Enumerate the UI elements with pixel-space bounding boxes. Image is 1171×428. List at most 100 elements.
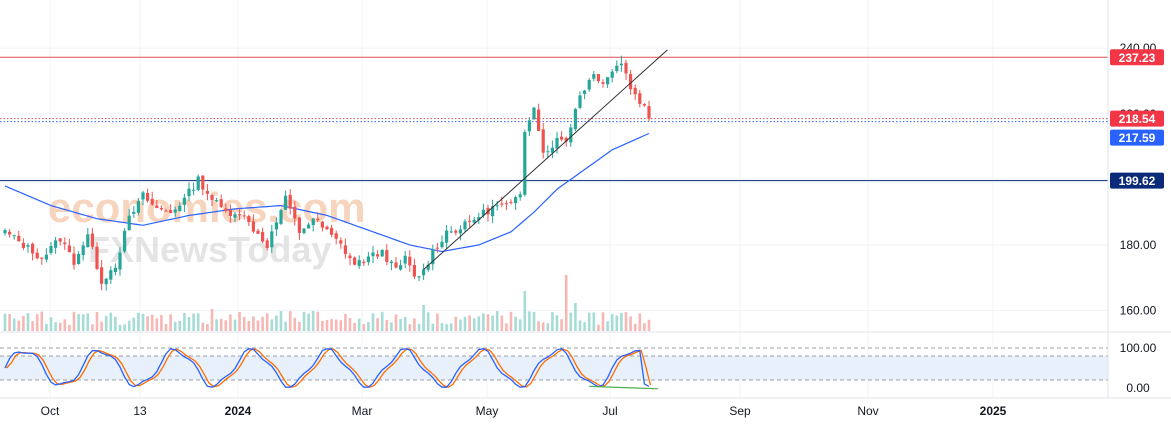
volume-bar xyxy=(436,313,439,331)
volume-bar xyxy=(606,321,609,331)
volume-bar xyxy=(31,321,34,331)
candle-body xyxy=(353,257,357,265)
candle xyxy=(233,211,237,223)
volume-bar xyxy=(196,313,200,331)
candle xyxy=(67,239,71,253)
candle xyxy=(633,84,637,100)
candle-body xyxy=(348,255,352,259)
candle-body xyxy=(408,256,412,266)
volume-bar xyxy=(169,314,172,331)
candle xyxy=(550,140,554,159)
volume-bar xyxy=(390,322,393,331)
candle-body xyxy=(514,197,518,204)
candle xyxy=(118,247,122,276)
volume-bar xyxy=(238,312,241,331)
candle-body xyxy=(113,267,117,273)
candle-body xyxy=(63,242,67,245)
candle xyxy=(178,202,182,212)
candle-body xyxy=(316,218,320,221)
time-tick-label: Mar xyxy=(352,404,373,418)
candle xyxy=(81,241,85,261)
candle xyxy=(274,217,278,236)
candle xyxy=(205,184,209,201)
price-label-box xyxy=(1110,49,1164,66)
candle xyxy=(72,246,76,270)
volume-bar xyxy=(541,322,545,331)
candle-body xyxy=(109,270,113,280)
candle xyxy=(238,208,242,221)
volume-bar xyxy=(578,320,582,331)
candle-body xyxy=(293,206,297,219)
stochastic-d-line xyxy=(6,348,652,388)
candle-body xyxy=(224,208,228,211)
candle xyxy=(353,256,357,266)
volume-bar xyxy=(376,318,379,331)
candle-body xyxy=(601,82,605,84)
volume-bar xyxy=(574,303,577,331)
candle-body xyxy=(49,245,53,253)
candle xyxy=(573,107,577,132)
volume-bar xyxy=(477,316,481,331)
candle-body xyxy=(104,278,108,285)
volume-bar xyxy=(293,317,297,331)
volume-bar xyxy=(528,311,531,331)
candle xyxy=(3,228,7,236)
candle xyxy=(58,237,62,246)
volume-bar xyxy=(518,319,522,331)
volume-bar xyxy=(160,314,163,331)
candle-body xyxy=(44,254,48,260)
volume-bar xyxy=(201,322,205,331)
volume-bar xyxy=(265,313,269,331)
candle xyxy=(537,103,541,132)
candle-body xyxy=(343,245,347,254)
candle-body xyxy=(587,80,591,90)
candle xyxy=(357,255,361,269)
candle-body xyxy=(573,108,577,130)
candle xyxy=(403,251,407,269)
volume-bar xyxy=(132,317,136,331)
candle-body xyxy=(320,221,324,228)
candle xyxy=(316,212,320,223)
candle-body xyxy=(330,227,334,235)
candle xyxy=(435,243,439,253)
candle xyxy=(477,212,481,224)
candle xyxy=(123,228,127,254)
volume-bar xyxy=(422,305,425,331)
candle-body xyxy=(642,104,646,106)
candle-body xyxy=(422,269,426,276)
candle xyxy=(339,237,343,249)
volume-bar xyxy=(610,313,614,331)
candle-body xyxy=(54,240,58,248)
candle-body xyxy=(426,264,430,270)
candle-body xyxy=(86,234,90,248)
volume-bar xyxy=(426,312,430,331)
candle-body xyxy=(592,74,596,79)
volume-bar xyxy=(284,321,287,331)
time-tick-label: 13 xyxy=(133,404,147,418)
volume-bar xyxy=(8,314,11,331)
candle xyxy=(104,277,108,291)
volume-bar xyxy=(514,316,517,331)
volume-bar xyxy=(49,317,53,331)
volume-bar xyxy=(261,316,264,331)
stochastic-panel xyxy=(0,331,1171,390)
volume-bar xyxy=(472,318,476,331)
candle-body xyxy=(187,188,191,197)
candle-body xyxy=(238,214,242,216)
moving-average-line xyxy=(4,132,650,253)
time-tick-label: Oct xyxy=(41,404,60,418)
candle xyxy=(159,205,163,211)
price-label-box xyxy=(1110,129,1164,146)
candle xyxy=(224,203,228,213)
candle xyxy=(219,194,223,208)
candle xyxy=(284,190,288,210)
candle xyxy=(251,214,255,234)
candle-body xyxy=(509,201,513,203)
candle xyxy=(256,228,260,234)
volume-bar xyxy=(491,315,494,331)
candle xyxy=(560,131,564,142)
candle xyxy=(187,182,191,202)
price-label-tag: 217.59 xyxy=(1110,129,1164,146)
candle xyxy=(136,198,140,216)
